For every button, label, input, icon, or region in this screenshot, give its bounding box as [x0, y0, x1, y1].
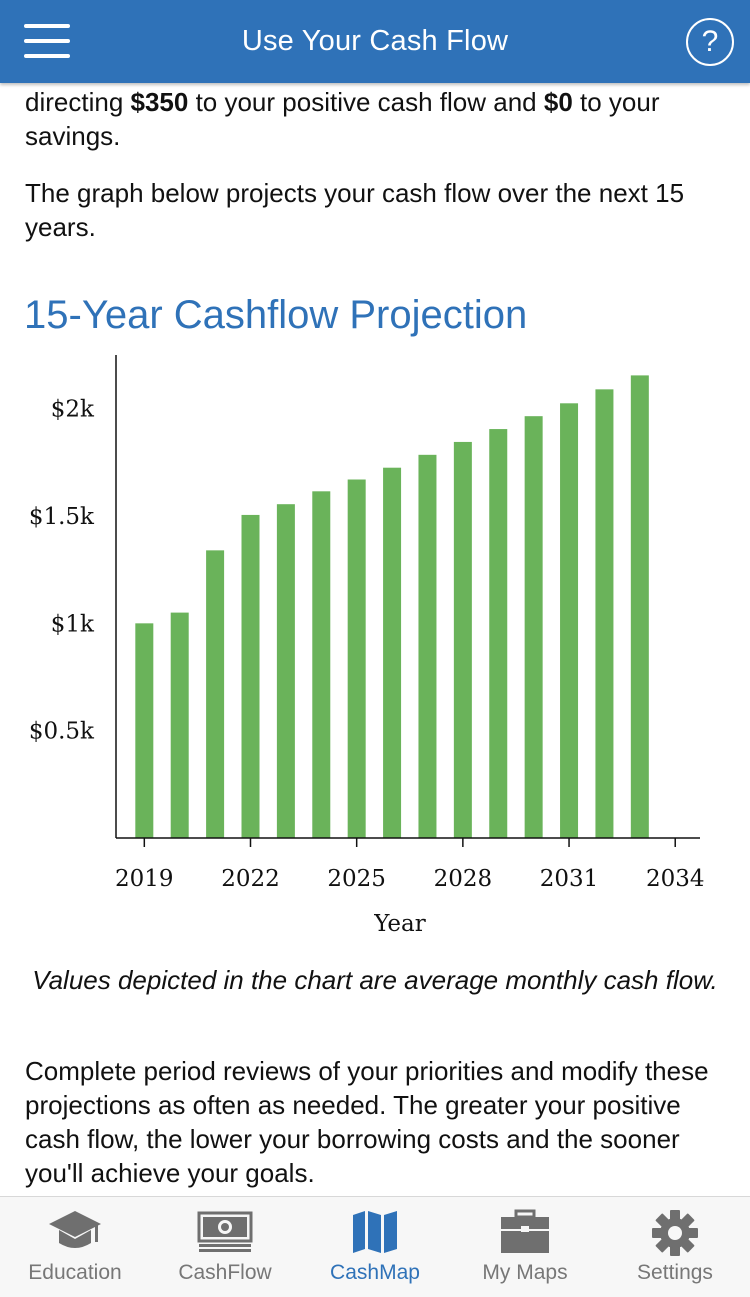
briefcase-icon	[501, 1209, 549, 1253]
tab-cashmap[interactable]: CashMap	[300, 1197, 450, 1297]
tab-settings[interactable]: Settings	[600, 1197, 750, 1297]
bar-2030	[524, 416, 543, 838]
x-tick-label: 2025	[327, 866, 386, 892]
bar-2029	[489, 429, 508, 838]
page-title: Use Your Cash Flow	[241, 25, 509, 57]
bar-2032	[595, 389, 614, 838]
hamburger-icon-line	[24, 39, 70, 43]
help-button[interactable]: ?	[686, 18, 734, 66]
chart-note: Values depicted in the chart are average…	[32, 965, 718, 995]
tab-education[interactable]: Education	[0, 1197, 150, 1297]
y-tick-label: $2k	[51, 397, 95, 423]
bar-2024	[312, 491, 331, 838]
cashflow-bar-chart: 2019 2022 2025 2028 2031 2034 $0.5k $1k $1.5k $2…	[29, 355, 705, 937]
hamburger-icon-line	[24, 54, 70, 58]
menu-button[interactable]	[24, 24, 70, 58]
review-paragraph: Complete period reviews of your prioriti…	[25, 1056, 709, 1188]
bar-2022	[241, 514, 260, 838]
y-tick-label: $1.5k	[29, 504, 95, 530]
x-tick-label: 2022	[221, 866, 280, 892]
tab-label: My Maps	[482, 1261, 568, 1284]
bar-2023	[276, 504, 295, 838]
x-tick-label: 2028	[434, 866, 493, 892]
bar-2031	[560, 403, 579, 838]
x-tick-label: 2034	[646, 866, 705, 892]
bar-2033	[630, 375, 649, 838]
tab-bar: Education CashFlow CashMap	[0, 1196, 750, 1297]
x-axis-label: Year	[373, 911, 426, 937]
projection-paragraph: The graph below projects your cash flow …	[25, 178, 685, 242]
nav-header: Use Your Cash Flow ?	[0, 0, 750, 83]
savings-amount: $0	[543, 87, 573, 117]
y-tick-label: $0.5k	[29, 719, 95, 745]
tab-cashflow[interactable]: CashFlow	[150, 1197, 300, 1297]
intro-paragraph: directing $350 to your positive cash flo…	[25, 85, 730, 153]
intro-text-1: directing	[25, 87, 131, 117]
tab-my-maps[interactable]: My Maps	[450, 1197, 600, 1297]
banknote-icon	[197, 1211, 253, 1252]
intro-text-3: to your savings.	[25, 87, 660, 151]
cash-flow-amount: $350	[130, 87, 189, 117]
x-tick-label: 2019	[115, 866, 174, 892]
bar-2026	[383, 467, 402, 838]
graduation-cap-icon	[49, 1211, 101, 1248]
intro-text-2: to your positive cash flow and	[188, 87, 544, 117]
gear-icon	[652, 1210, 698, 1256]
bar-2020	[170, 612, 189, 838]
tab-label: Education	[28, 1261, 122, 1284]
content-area[interactable]: directing $350 to your positive cash flo…	[0, 83, 750, 1196]
bar-2025	[347, 479, 366, 838]
tab-label: Settings	[637, 1261, 713, 1284]
chart-title: 15-Year Cashflow Projection	[24, 293, 528, 337]
y-tick-label: $1k	[51, 611, 95, 637]
bar-2021	[206, 550, 225, 838]
x-tick-label: 2031	[540, 866, 599, 892]
tab-label: CashFlow	[178, 1261, 272, 1284]
bar-2027	[418, 454, 437, 838]
tab-label: CashMap	[330, 1261, 420, 1284]
bar-2019	[135, 623, 154, 838]
hamburger-icon-line	[24, 24, 70, 28]
bar-2028	[453, 441, 472, 838]
map-icon	[353, 1211, 397, 1253]
